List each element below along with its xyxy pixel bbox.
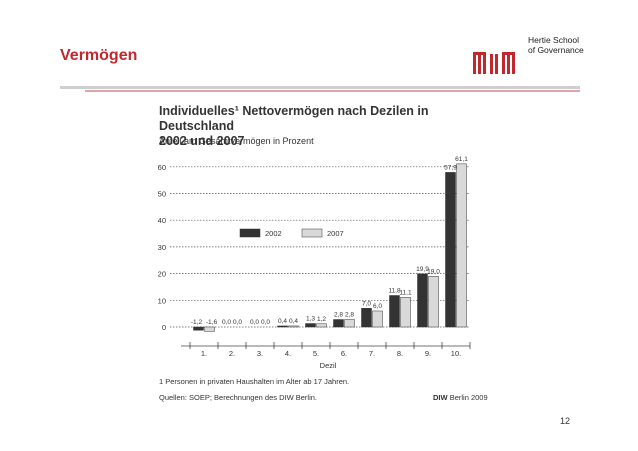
x-tick-label: 9. bbox=[425, 349, 431, 358]
logo: Hertie School of Governance bbox=[528, 35, 584, 55]
y-tick-label: 0 bbox=[162, 323, 166, 332]
bar bbox=[344, 319, 355, 328]
y-tick-label: 20 bbox=[158, 270, 166, 279]
footnote: 1 Personen in privaten Haushalten im Alt… bbox=[159, 377, 350, 386]
y-tick-label: 60 bbox=[158, 163, 166, 172]
divider-top bbox=[60, 86, 580, 89]
slide-title: Vermögen bbox=[60, 47, 138, 64]
data-label: 57,9 bbox=[444, 164, 457, 171]
figure-subtitle: Anteil am Gesamtvermögen in Prozent bbox=[159, 136, 314, 146]
logo-mark-icon bbox=[473, 52, 515, 74]
data-label: 1,2 bbox=[317, 316, 326, 323]
source-org-suffix: Berlin 2009 bbox=[449, 393, 488, 402]
logo-line2: of Governance bbox=[528, 45, 584, 55]
data-label: 19,9 bbox=[416, 266, 429, 273]
bar bbox=[445, 172, 456, 328]
data-label: 11,1 bbox=[399, 289, 412, 296]
x-tick-label: 5. bbox=[313, 349, 319, 358]
data-label: 6,0 bbox=[373, 303, 382, 310]
legend-label-2007: 2007 bbox=[327, 229, 344, 238]
divider-bottom bbox=[85, 90, 580, 92]
legend-swatch-2007 bbox=[301, 228, 323, 238]
legend-label-2002: 2002 bbox=[265, 229, 282, 238]
legend-swatch-2002 bbox=[239, 228, 261, 238]
data-label: 1,3 bbox=[306, 316, 315, 323]
bar bbox=[428, 276, 439, 328]
bar bbox=[333, 319, 344, 328]
data-label: 0,0 bbox=[233, 319, 242, 326]
bar bbox=[361, 308, 372, 328]
data-label: 61,1 bbox=[455, 156, 468, 163]
x-tick-label: 7. bbox=[369, 349, 375, 358]
page-number: 12 bbox=[560, 416, 571, 426]
data-label: 19,0 bbox=[427, 268, 440, 275]
source-org-name: DIW bbox=[433, 393, 448, 402]
x-tick-label: 1. bbox=[201, 349, 207, 358]
x-tick-label: 8. bbox=[397, 349, 403, 358]
bar bbox=[400, 297, 411, 328]
source-note: Quellen: SOEP; Berechnungen des DIW Berl… bbox=[159, 393, 317, 402]
data-label: -1,6 bbox=[206, 319, 218, 326]
bar bbox=[204, 326, 215, 332]
bar bbox=[316, 323, 327, 328]
data-label: -1,2 bbox=[191, 319, 203, 326]
bar bbox=[389, 295, 400, 328]
source-org: DIW Berlin 2009 bbox=[433, 393, 488, 402]
bar bbox=[456, 163, 467, 328]
bar bbox=[417, 273, 428, 328]
bar bbox=[288, 325, 299, 328]
bar bbox=[277, 325, 288, 328]
figure-title-line2: 2002 und 2007 bbox=[159, 134, 245, 148]
x-tick-label: 10. bbox=[451, 349, 461, 358]
x-tick-label: 2. bbox=[229, 349, 235, 358]
figure-title: Individuelles¹ Nettovermögen nach Dezile… bbox=[159, 104, 499, 149]
figure-title-line1: Individuelles¹ Nettovermögen nach Dezile… bbox=[159, 104, 429, 133]
data-label: 2,8 bbox=[334, 312, 343, 319]
data-label: 0,4 bbox=[289, 318, 298, 325]
data-label: 0,4 bbox=[278, 318, 287, 325]
y-tick-label: 50 bbox=[158, 190, 166, 199]
data-label: 0,0 bbox=[222, 319, 231, 326]
x-tick-label: 3. bbox=[257, 349, 263, 358]
bar bbox=[193, 326, 204, 331]
x-axis-label: Dezil bbox=[320, 361, 337, 370]
data-label: 11,8 bbox=[388, 287, 401, 294]
data-label: 0,0 bbox=[261, 319, 270, 326]
data-label: 2,8 bbox=[345, 312, 354, 319]
bar bbox=[305, 323, 316, 328]
y-tick-label: 30 bbox=[158, 243, 166, 252]
x-tick-label: 6. bbox=[341, 349, 347, 358]
data-label: 7,0 bbox=[362, 300, 371, 307]
data-label: 0,0 bbox=[250, 319, 259, 326]
x-tick-label: 4. bbox=[285, 349, 291, 358]
y-tick-label: 10 bbox=[158, 296, 166, 305]
y-tick-label: 40 bbox=[158, 216, 166, 225]
logo-line1: Hertie School bbox=[528, 35, 580, 45]
bar bbox=[372, 310, 383, 328]
